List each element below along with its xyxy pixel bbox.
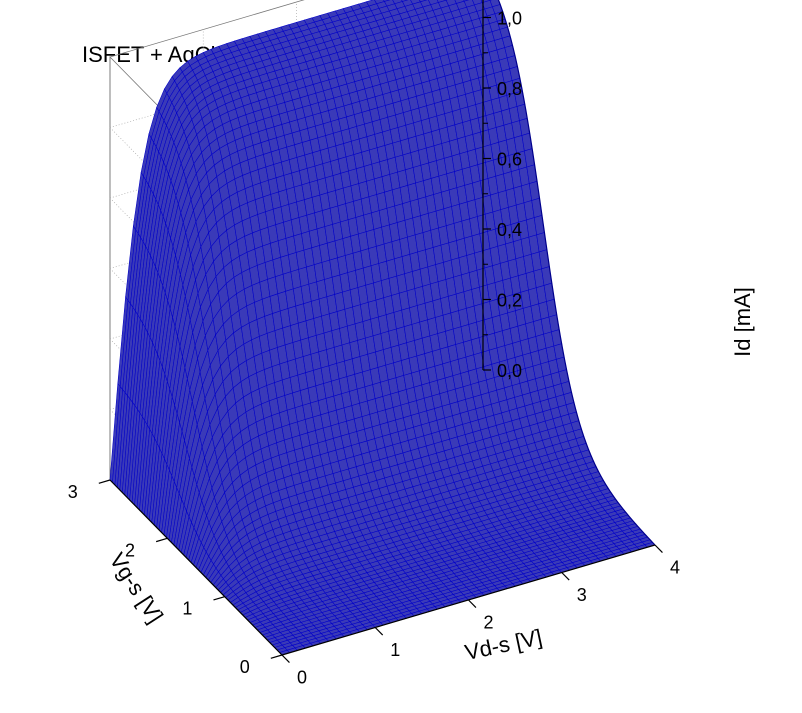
- z-tick-label: 1,0: [497, 9, 522, 29]
- y-axis: [109, 479, 283, 656]
- x-tick-label: 1: [390, 640, 400, 660]
- z-tick-label: 0,8: [497, 79, 522, 99]
- x-tick-label: 3: [577, 585, 587, 605]
- x-tick: [374, 627, 384, 636]
- z-tick-label: 0,4: [497, 220, 522, 240]
- y-tick-label: 0: [240, 657, 250, 677]
- y-tick-label: 2: [125, 540, 135, 560]
- x-tick-label: 2: [484, 612, 494, 632]
- x-tick: [468, 599, 477, 609]
- axes: 0,00,20,40,60,81,01,2012340123: [68, 0, 680, 687]
- y-tick-label: 1: [182, 599, 192, 619]
- y-axis-label: Vg-s [V]: [104, 548, 168, 627]
- x-tick: [654, 544, 663, 554]
- x-tick-label: 4: [670, 557, 680, 577]
- y-tick: [98, 479, 111, 484]
- x-tick: [281, 654, 290, 664]
- z-tick-label: 0,6: [497, 150, 522, 170]
- surface-mesh: [109, 0, 656, 656]
- x-tick-label: 0: [297, 667, 307, 687]
- z-tick-label: 0,0: [497, 361, 522, 381]
- y-tick-label: 3: [68, 482, 78, 502]
- x-tick: [561, 572, 570, 581]
- y-tick: [213, 596, 225, 601]
- z-tick-label: 0,2: [497, 291, 522, 311]
- surface-edge: [497, 0, 656, 546]
- y-tick: [155, 537, 168, 543]
- z-axis-label: Id [mA]: [730, 287, 755, 357]
- x-axis-label: Vd-s [V]: [463, 624, 545, 665]
- y-tick: [270, 654, 283, 659]
